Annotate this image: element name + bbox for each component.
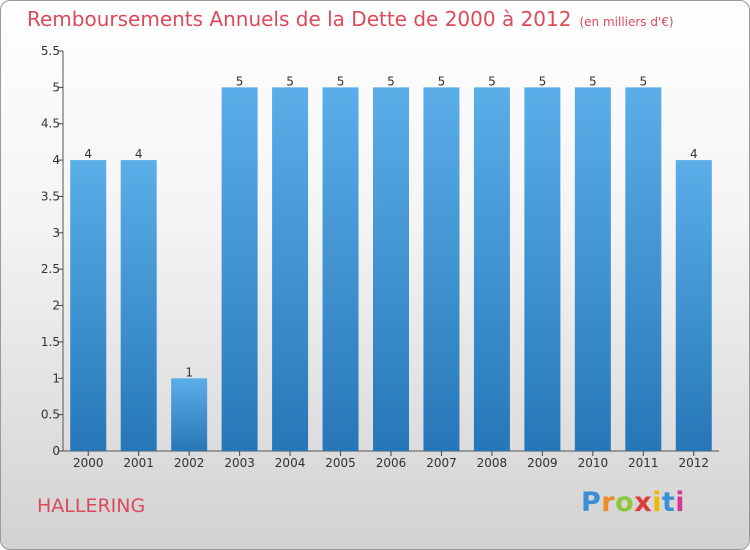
data-label: 1 [185,365,193,379]
chart-title-text: Remboursements Annuels de la Dette de 20… [27,7,572,31]
chart-axes: 0 0.5 1 1.5 2 2.5 3 3.5 4 4.5 5 5.5 2000 2001 2002 2003… [41,44,719,470]
y-tick-label: 4.5 [41,117,60,131]
bar-2012 [675,160,712,451]
data-label: 4 [690,147,698,161]
logo-letter: P [581,487,602,518]
y-tick-label: 0.5 [41,408,60,422]
bar-2005 [322,87,359,451]
y-tick-label: 3.5 [41,189,60,203]
logo-letter: x [634,487,653,518]
data-label: 5 [488,74,496,88]
x-tick-label: 2004 [275,456,306,470]
y-tick-label: 5.5 [41,44,60,58]
x-tick-label: 2003 [224,456,255,470]
y-tick-label: 2 [52,299,60,313]
data-label: 5 [337,74,345,88]
bar-2009 [524,87,561,451]
data-label: 5 [539,74,547,88]
y-tick-label: 2.5 [41,262,60,276]
data-label: 5 [639,74,647,88]
y-tick-label: 1 [52,371,60,385]
chart-title: Remboursements Annuels de la Dette de 20… [27,7,674,31]
x-tick-label: 2007 [426,456,457,470]
data-label: 5 [387,74,395,88]
x-tick-label: 2005 [325,456,356,470]
x-tick-label: 2012 [678,456,709,470]
bar-2000 [70,160,107,451]
y-tick-label: 1.5 [41,335,60,349]
data-label: 5 [589,74,597,88]
bar-2002 [171,378,208,451]
logo-letter: i [675,487,686,518]
logo-letter: r [601,487,616,518]
x-tick-label: 2001 [123,456,154,470]
x-tick-label: 2010 [578,456,609,470]
bar-2007 [423,87,460,451]
bar-2011 [625,87,662,451]
x-tick-label: 2002 [174,456,205,470]
data-label: 5 [286,74,294,88]
proxiti-logo[interactable]: Proxiti [581,487,685,518]
logo-letter: i [652,487,662,518]
bar-2008 [473,87,510,451]
y-tick-label: 3 [52,226,60,240]
x-tick-label: 2006 [376,456,407,470]
y-tick-label: 5 [52,80,60,94]
bar-2003 [221,87,258,451]
chart-unit: (en milliers d'€) [579,15,674,29]
data-label: 5 [236,74,244,88]
logo-letter: t [661,487,676,518]
x-tick-label: 2000 [73,456,104,470]
data-label: 4 [84,147,92,161]
bar-2004 [272,87,309,451]
y-tick-label: 0 [52,444,60,458]
chart-bars: 4 4 1 5 5 5 5 5 5 5 5 5 4 [70,74,712,451]
logo-letter: o [615,487,635,518]
y-tick-label: 4 [52,153,60,167]
bar-2006 [373,87,409,451]
bar-2010 [574,87,611,451]
x-tick-label: 2008 [477,456,508,470]
data-label: 4 [135,147,143,161]
city-name: HALLERING [37,495,146,517]
x-tick-label: 2011 [628,456,659,470]
bar-2001 [120,160,157,451]
data-label: 5 [438,74,446,88]
x-tick-label: 2009 [527,456,558,470]
